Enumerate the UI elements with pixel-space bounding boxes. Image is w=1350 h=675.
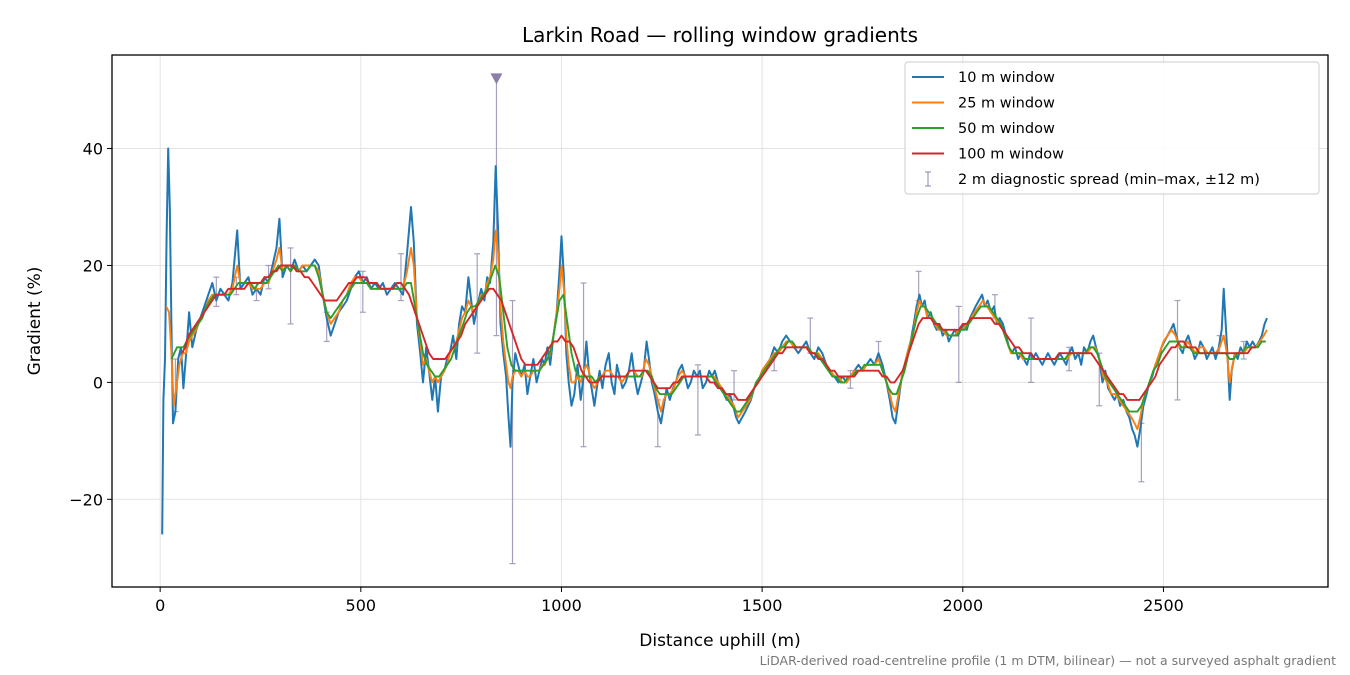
- peak-marker: [490, 73, 503, 85]
- y-tick-label: 0: [93, 373, 103, 392]
- legend-label: 10 m window: [958, 70, 1055, 86]
- chart-title: Larkin Road — rolling window gradients: [522, 23, 918, 47]
- spread-bar: [287, 247, 294, 325]
- footnote: LiDAR-derived road-centreline profile (1…: [760, 653, 1336, 668]
- x-tick-label: 0: [155, 596, 165, 615]
- legend-label: 25 m window: [958, 96, 1055, 112]
- x-tick-label: 2500: [1143, 596, 1184, 615]
- legend-frame: [904, 61, 1320, 195]
- legend-entry: 2 m diagnostic spread (min–max, ±12 m): [925, 171, 1260, 188]
- legend-label: 2 m diagnostic spread (min–max, ±12 m): [958, 172, 1260, 188]
- x-tick-label: 1500: [742, 596, 783, 615]
- spread-bar: [847, 370, 854, 389]
- y-axis-title: Gradient (%): [25, 267, 45, 376]
- legend-entry: 50 m window: [912, 121, 1055, 137]
- x-tick-label: 2000: [942, 596, 983, 615]
- data-series: [161, 77, 1268, 565]
- spread-bar: [509, 299, 516, 565]
- spread-bar: [1028, 317, 1035, 383]
- legend-label: 100 m window: [958, 147, 1064, 163]
- legend-entry: 100 m window: [912, 147, 1064, 163]
- legend-entry: 25 m window: [912, 96, 1055, 112]
- y-tick-label: 20: [83, 256, 103, 275]
- marker-layer: [490, 73, 503, 85]
- x-tick-label: 1000: [541, 596, 582, 615]
- series-line-4: [181, 264, 1256, 401]
- spread-bar: [1174, 299, 1181, 401]
- y-tick-label: 40: [83, 140, 103, 159]
- x-axis-title: Distance uphill (m): [639, 631, 800, 651]
- spread-bar: [955, 305, 962, 383]
- plot-frame: [111, 54, 1329, 588]
- legend-entry: 10 m window: [912, 70, 1055, 86]
- legend-label: 50 m window: [958, 121, 1055, 137]
- legend: 10 m window 25 m window 50 m window 100 m w…: [904, 61, 1320, 195]
- axis-ticks: 0 500 1000 1500 2000 2500 −20 0 20 40: [69, 140, 1184, 615]
- spread-bar: [213, 276, 220, 307]
- x-tick-label: 500: [346, 596, 377, 615]
- y-tick-label: −20: [69, 490, 103, 509]
